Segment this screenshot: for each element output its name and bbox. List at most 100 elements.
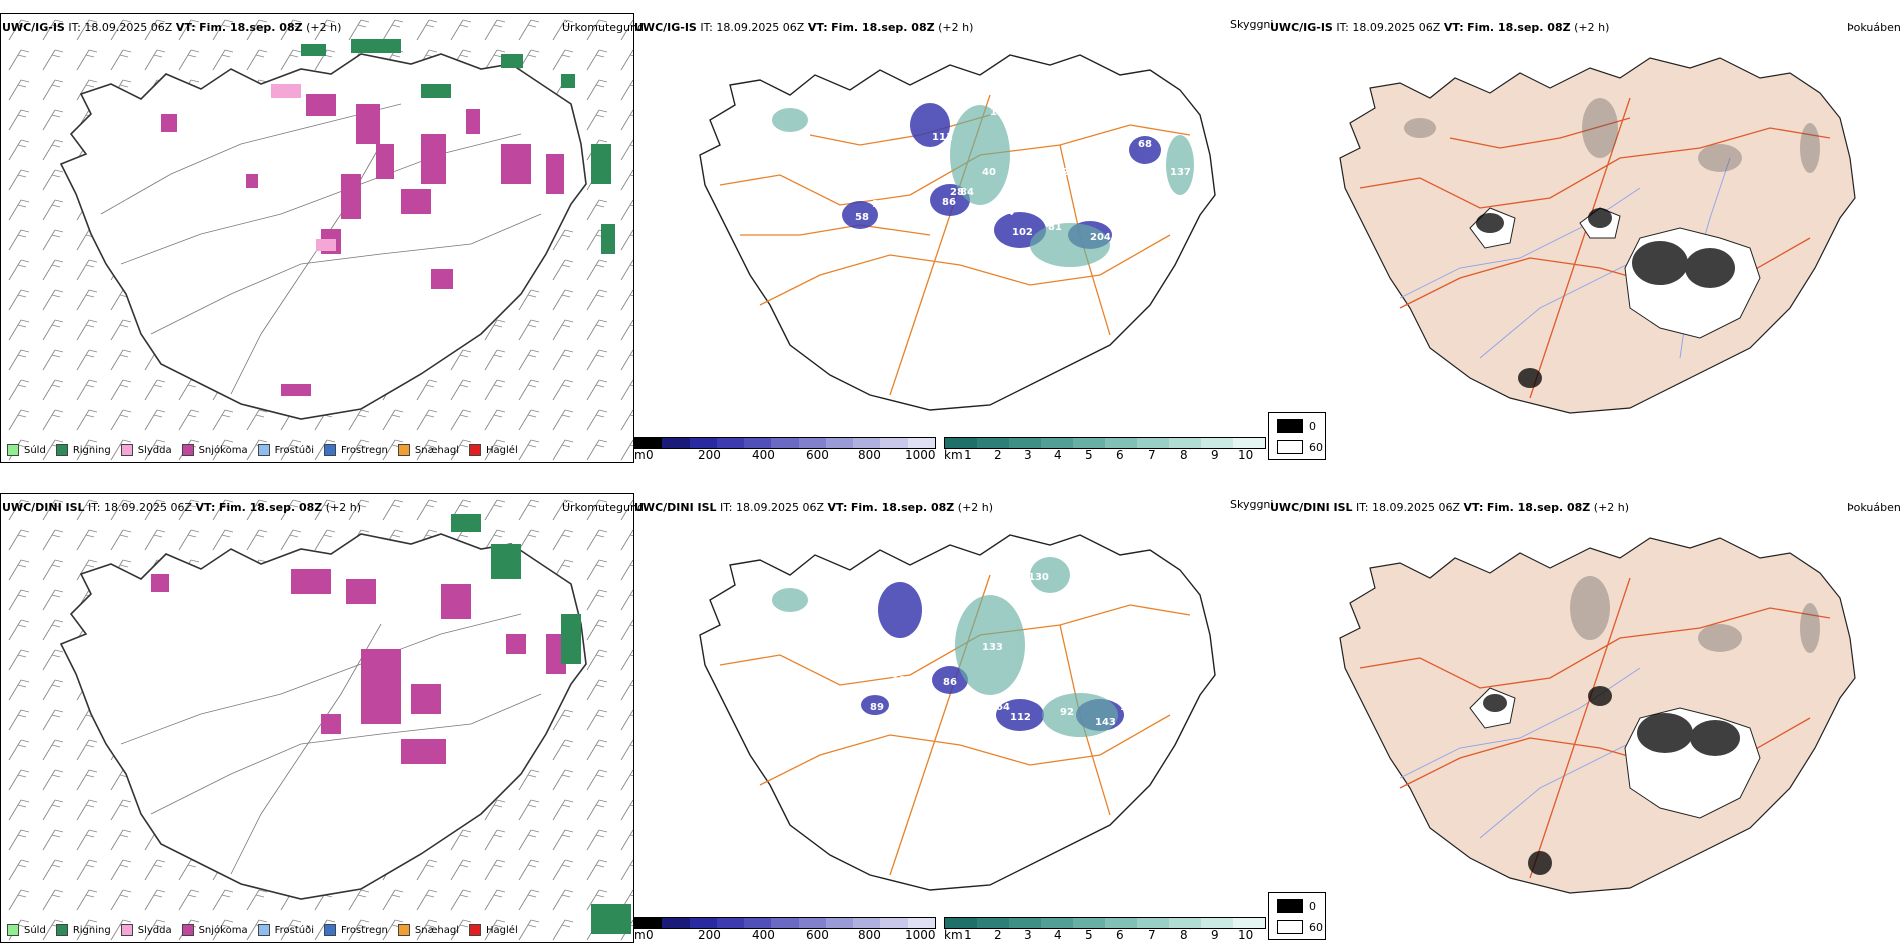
model-name: UWC/IG-IS	[634, 21, 697, 34]
vis-colorbar-top	[944, 437, 1266, 449]
legend-label: Snjókoma	[198, 444, 248, 456]
legend-swatch	[120, 924, 133, 936]
legend-label: Snæhagl	[414, 444, 460, 456]
fog-streaks	[1404, 98, 1820, 173]
legend-item: Slydda	[120, 924, 172, 936]
legend-label: Slydda	[137, 444, 172, 456]
legend-label: Frostregn	[341, 444, 388, 456]
vt-label: VT:	[195, 501, 216, 514]
fog-swatch-dense	[1277, 899, 1303, 913]
ceiling-label: 106	[990, 107, 1011, 118]
fog-title-top: UWC/IG-IS IT: 18.09.2025 06Z VT: Fim. 18…	[1270, 21, 1609, 34]
legend-item: Frostúði	[257, 924, 314, 936]
vt-value: Fim. 18.sep. 08Z	[199, 21, 303, 34]
vis-tick: 2	[994, 448, 1002, 462]
iceland-outline	[699, 534, 1216, 891]
it-label: IT:	[68, 21, 81, 34]
precip-panel-label-bottom: Úrkomutegund	[562, 501, 644, 514]
fog-label: 0	[1309, 420, 1316, 433]
ceiling-tick: 600	[806, 448, 829, 462]
vis-tick: 3	[1024, 928, 1032, 942]
vis-tick: 3	[1024, 448, 1032, 462]
fog-areas	[1476, 208, 1735, 388]
vt-label: VT:	[807, 21, 828, 34]
ceiling-label: 107	[1120, 702, 1141, 713]
legend-label: Haglél	[486, 924, 518, 936]
fog-legend-top: 0 60	[1268, 412, 1326, 460]
precip-panel-top: Súld Rigning Slydda Snjókoma Frostúði Fr…	[0, 13, 634, 463]
legend-label: Slydda	[137, 924, 172, 936]
legend-item: Rigning	[55, 924, 111, 936]
vis-colorbar-bottom	[944, 917, 1266, 929]
vis-tick: 9	[1211, 448, 1219, 462]
vis-tick: 8	[1180, 928, 1188, 942]
legend-label: Rigning	[72, 444, 111, 456]
legend-swatch	[55, 444, 68, 456]
model-name: UWC/DINI ISL	[2, 501, 85, 514]
vt-value: Fim. 18.sep. 08Z	[850, 501, 955, 514]
vis-panel-label-top: Skyggni	[1230, 18, 1274, 31]
vis-tick: 7	[1148, 928, 1156, 942]
ceiling-tick: 200	[698, 928, 721, 942]
legend-label: Súld	[24, 444, 46, 456]
it-label: IT:	[720, 501, 733, 514]
snow-areas	[151, 569, 566, 764]
legend-label: Súld	[24, 924, 46, 936]
vt-value: Fim. 18.sep. 08Z	[1467, 21, 1571, 34]
rain-areas	[301, 39, 615, 254]
fog-label: 60	[1309, 921, 1323, 934]
lead-time: (+2 h)	[957, 501, 994, 514]
ceiling-label: 95	[1072, 572, 1086, 583]
legend-label: Frostregn	[341, 924, 388, 936]
vis-tick: 10	[1238, 928, 1254, 942]
vis-tick: 5	[1085, 448, 1093, 462]
ceiling-label: 28	[950, 187, 964, 198]
lead-time: (+2 h)	[1574, 21, 1610, 34]
fog-title-bottom: UWC/DINI ISL IT: 18.09.2025 06Z VT: Fim.…	[1270, 501, 1629, 514]
it-label: IT:	[700, 21, 713, 34]
ceiling-label: 89	[870, 702, 884, 713]
legend-item: Snæhagl	[397, 444, 460, 456]
legend-swatch	[397, 444, 410, 456]
iceland-outline	[699, 54, 1216, 411]
fog-label: 0	[1309, 900, 1316, 913]
fog-map-top	[1339, 57, 1856, 414]
vis-tick: 6	[1116, 928, 1124, 942]
ceiling-label: 137	[1110, 219, 1131, 230]
low-visibility-areas	[772, 105, 1194, 267]
ceiling-tick: 400	[752, 928, 775, 942]
legend-item: Frostregn	[324, 444, 388, 456]
ceiling-label: 64	[996, 702, 1010, 713]
legend-item: Súld	[7, 444, 46, 456]
fog-swatch-dense	[1277, 419, 1303, 433]
ceiling-label: 113	[892, 675, 913, 686]
ceiling-label: 204	[1090, 232, 1111, 243]
legend-swatch	[55, 924, 68, 936]
vt-label: VT:	[827, 501, 848, 514]
rain-areas	[451, 514, 631, 934]
ceiling-label: 32	[800, 267, 814, 278]
vis-map-bottom: 86 113 89 112 92 143 107 133 237 95 130 …	[699, 534, 1216, 891]
ceiling-tick: 800	[858, 928, 881, 942]
low-visibility-areas	[772, 557, 1118, 737]
it-label: IT:	[88, 501, 101, 514]
ceiling-label: 137	[1170, 167, 1191, 178]
vis-panel-label-bottom: Skyggni	[1230, 498, 1274, 511]
legend-swatch	[7, 924, 19, 936]
it-value: 18.09.2025 06Z	[1352, 21, 1441, 34]
vis-title-bottom: UWC/DINI ISL IT: 18.09.2025 06Z VT: Fim.…	[634, 501, 993, 514]
precip-legend-bottom: Súld Rigning Slydda Snjókoma Frostúði Fr…	[7, 924, 518, 936]
model-name: UWC/IG-IS	[1270, 21, 1333, 34]
legend-swatch	[469, 444, 482, 456]
vt-value: Fim. 18.sep. 08Z	[831, 21, 935, 34]
it-value: 18.09.2025 06Z	[1372, 501, 1461, 514]
precip-panel-bottom: Súld Rigning Slydda Snjókoma Frostúði Fr…	[0, 493, 634, 943]
lead-time: (+2 h)	[325, 501, 362, 514]
ceiling-label: 128	[1055, 167, 1076, 178]
it-value: 18.09.2025 06Z	[104, 501, 193, 514]
vis-tick: 4	[1054, 928, 1062, 942]
ceiling-label: 68	[1138, 139, 1152, 150]
ceiling-tick: 0	[646, 448, 654, 462]
legend-label: Haglél	[486, 444, 518, 456]
legend-swatch	[120, 444, 133, 456]
